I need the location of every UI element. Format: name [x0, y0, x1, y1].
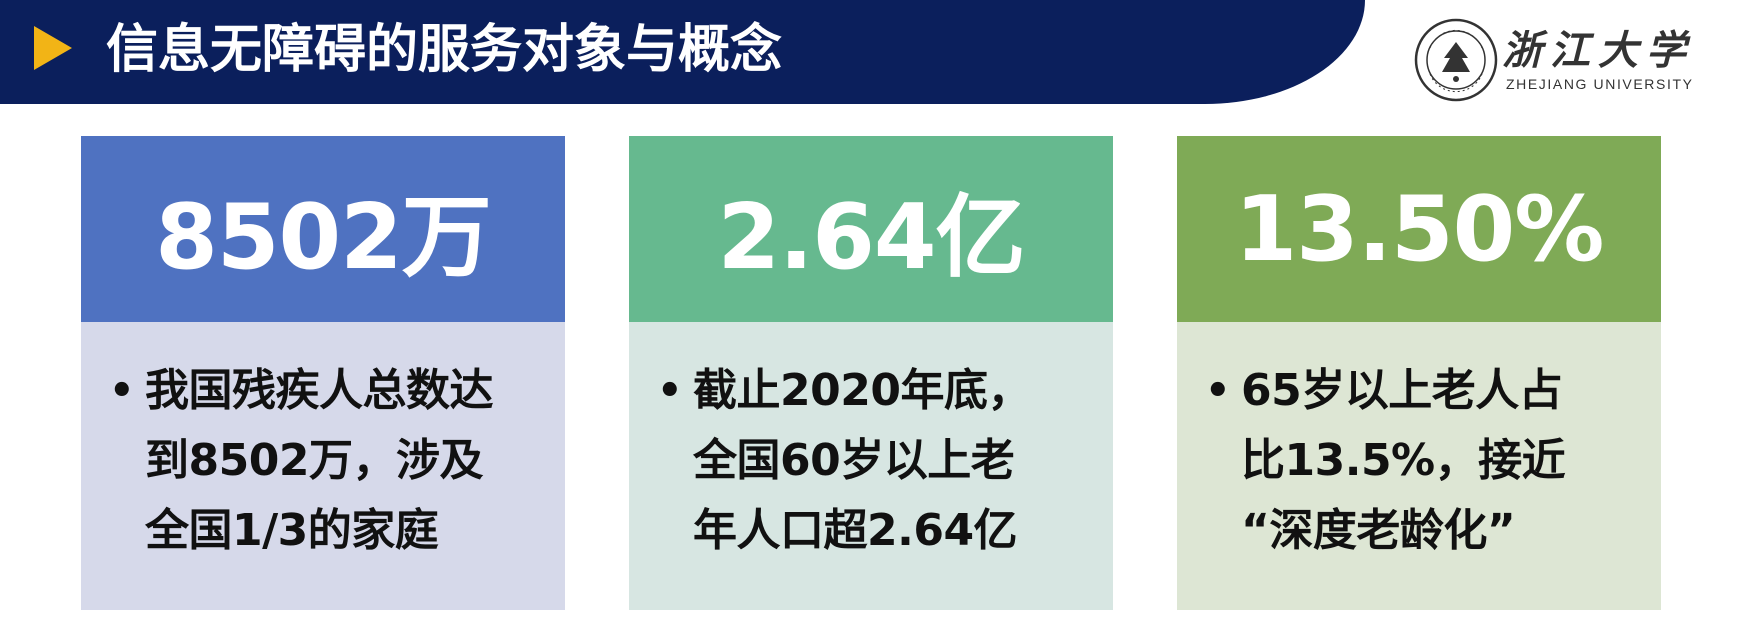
- card-body: • 截止2020年底， 全国60岁以上老 年人口超2.64亿: [629, 322, 1113, 610]
- card-text-line: 全国1/3的家庭: [145, 505, 439, 556]
- university-name-cn: 浙江大学: [1502, 27, 1694, 74]
- card-description: 我国残疾人总数达 到8502万，涉及 全国1/3的家庭: [145, 356, 555, 566]
- play-triangle-icon: [34, 26, 72, 70]
- university-name-en: ZHEJIANG UNIVERSITY: [1506, 76, 1694, 92]
- card-header: 8502万: [81, 136, 565, 322]
- card-description: 65岁以上老人占 比13.5%，接近 “深度老龄化”: [1241, 356, 1651, 566]
- card-text-line: 我国残疾人总数达: [145, 365, 494, 416]
- card-text-line: 年人口超2.64亿: [693, 505, 1018, 556]
- card-body: • 我国残疾人总数达 到8502万，涉及 全国1/3的家庭: [81, 322, 565, 610]
- card-text-line: 到8502万，涉及: [145, 435, 483, 486]
- card-text-line: 比13.5%，接近: [1241, 435, 1566, 486]
- zju-seal-icon: [1414, 18, 1498, 102]
- card-description: 截止2020年底， 全国60岁以上老 年人口超2.64亿: [693, 356, 1103, 566]
- bullet-point: •: [109, 368, 135, 414]
- card-header: 13.50%: [1177, 136, 1661, 322]
- stat-card-disabled-population: 8502万 • 我国残疾人总数达 到8502万，涉及 全国1/3的家庭: [81, 136, 565, 610]
- stat-card-elderly-population: 2.64亿 • 截止2020年底， 全国60岁以上老 年人口超2.64亿: [629, 136, 1113, 610]
- card-stat-value: 2.64亿: [717, 185, 1025, 290]
- card-header: 2.64亿: [629, 136, 1113, 322]
- stat-card-aging-ratio: 13.50% • 65岁以上老人占 比13.5%，接近 “深度老龄化”: [1177, 136, 1661, 610]
- card-body: • 65岁以上老人占 比13.5%，接近 “深度老龄化”: [1177, 322, 1661, 610]
- page-title: 信息无障碍的服务对象与概念: [106, 20, 783, 80]
- card-text-line: 全国60岁以上老: [693, 435, 1015, 486]
- university-logo: 浙江大学 ZHEJIANG UNIVERSITY: [1414, 12, 1714, 102]
- card-text-line: “深度老龄化”: [1241, 505, 1516, 556]
- bullet-point: •: [1205, 368, 1231, 414]
- bullet-point: •: [657, 368, 683, 414]
- card-text-line: 65岁以上老人占: [1241, 365, 1563, 416]
- header-bar: 信息无障碍的服务对象与概念: [0, 0, 1365, 104]
- card-stat-value: 13.50%: [1234, 176, 1605, 282]
- card-stat-value: 8502万: [155, 185, 491, 290]
- card-text-line: 截止2020年底，: [693, 365, 1031, 416]
